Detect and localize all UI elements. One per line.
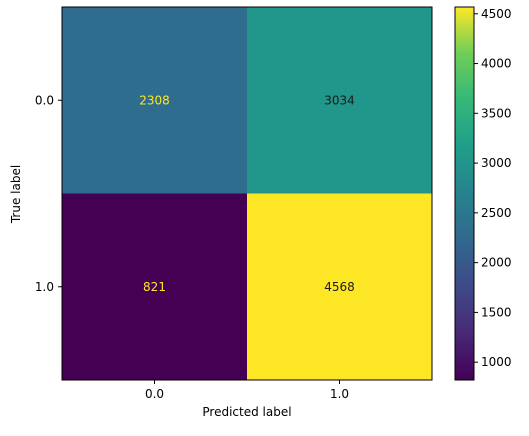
matrix-cell-value: 4568 xyxy=(324,280,355,294)
colorbar-ticks: 1000 1500 2000 2500 3000 3500 4000 4500 xyxy=(474,7,512,369)
colorbar xyxy=(454,6,475,381)
colorbar-tick-label: 2000 xyxy=(481,256,512,270)
y-tick-label: 1.0 xyxy=(35,280,54,294)
x-tick-label: 0.0 xyxy=(145,387,164,401)
y-tick-label: 0.0 xyxy=(35,93,54,107)
colorbar-tick-label: 2500 xyxy=(481,206,512,220)
matrix-cells xyxy=(62,7,432,380)
y-axis-label: True label xyxy=(9,165,23,224)
x-tick-label: 1.0 xyxy=(330,387,349,401)
matrix-cell-value: 3034 xyxy=(324,93,355,107)
matrix-cell-value: 2308 xyxy=(139,93,170,107)
matrix-cell xyxy=(247,193,432,380)
matrix-cell-value: 821 xyxy=(143,280,166,294)
matrix-cell xyxy=(62,7,247,194)
y-axis-ticks: 0.0 1.0 xyxy=(35,93,62,294)
x-axis-ticks: 0.0 1.0 xyxy=(145,380,349,401)
matrix-cell-values: 2308 3034 821 4568 xyxy=(139,93,355,294)
plot-frame xyxy=(61,6,433,381)
matrix-cell xyxy=(62,193,247,380)
matrix-cell xyxy=(247,7,432,194)
colorbar-tick-label: 4000 xyxy=(481,57,512,71)
colorbar-tick-label: 3500 xyxy=(481,106,512,120)
colorbar-tick-label: 1500 xyxy=(481,305,512,319)
colorbar-tick-label: 4500 xyxy=(481,7,512,21)
colorbar-tick-label: 1000 xyxy=(481,355,512,369)
colorbar-tick-label: 3000 xyxy=(481,156,512,170)
x-axis-label: Predicted label xyxy=(202,405,291,419)
